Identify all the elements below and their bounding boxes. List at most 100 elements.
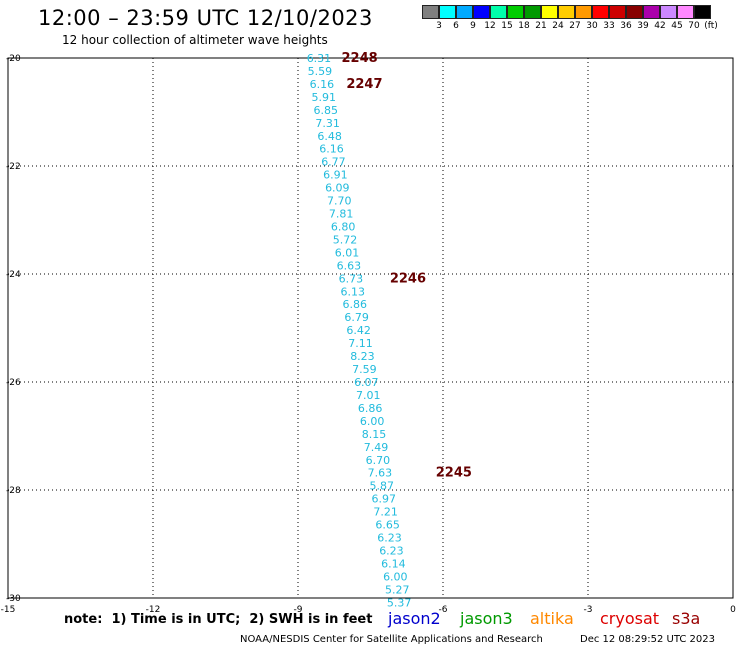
swh-data-label: 6.23: [377, 532, 402, 545]
swh-data-label: 8.15: [362, 428, 387, 441]
legend-swatch: [490, 5, 507, 19]
x-tick-label: -9: [294, 605, 303, 615]
swh-data-label: 6.70: [366, 454, 391, 467]
swh-data-label: 6.42: [346, 324, 371, 337]
swh-data-label: 7.59: [352, 363, 377, 376]
page-subtitle: 12 hour collection of altimeter wave hei…: [62, 33, 328, 47]
page-title: 12:00 – 23:59 UTC 12/10/2023: [38, 6, 373, 30]
legend-label: 30: [586, 21, 598, 31]
swh-data-label: 7.31: [315, 117, 340, 130]
legend-label: 18: [518, 21, 530, 31]
swh-data-label: 5.27: [385, 583, 410, 596]
legend-label: 12: [484, 21, 496, 31]
legend-swatch: [473, 5, 490, 19]
x-tick-label: -3: [584, 605, 593, 615]
x-tick-label: -12: [146, 605, 161, 615]
y-tick-label: -20: [6, 54, 21, 64]
legend-swatch: [592, 5, 609, 19]
legend-label: 42: [654, 21, 666, 31]
legend-labels: 3 6 9 12 15 18 21 24 27 30 33 36 39 42 45 70 (ft): [422, 19, 740, 33]
satellite-jason2: jason2: [388, 609, 441, 628]
satellite-s3a: s3a: [672, 609, 701, 628]
legend-label: 70: [688, 21, 700, 31]
y-tick-label: -28: [6, 486, 21, 496]
x-tick-label: -6: [439, 605, 448, 615]
y-tick-label: -26: [6, 378, 21, 388]
swh-data-label: 6.48: [317, 130, 342, 143]
legend-label: 9: [470, 21, 476, 31]
swh-data-label: 6.09: [325, 182, 350, 195]
plot-frame: [7, 57, 734, 599]
swh-data-label: 6.07: [354, 376, 379, 389]
legend-swatch: [541, 5, 558, 19]
swh-data-label: 6.01: [335, 246, 360, 259]
swh-data-label: 5.87: [370, 480, 395, 493]
pass-number-label: 2248: [342, 51, 378, 66]
legend-swatch: [660, 5, 677, 19]
swh-data-label: 6.80: [331, 220, 356, 233]
color-legend: 3 6 9 12 15 18 21 24 27 30 33 36 39 42 45 70 (ft): [422, 5, 740, 33]
swh-data-label: 7.49: [364, 441, 389, 454]
y-tick-label: -30: [6, 594, 21, 604]
swh-data-label: 6.31: [307, 52, 332, 65]
swh-data-label: 5.72: [333, 233, 358, 246]
y-tick-label: -24: [6, 270, 21, 280]
legend-label: 6: [453, 21, 459, 31]
legend-label: 24: [552, 21, 564, 31]
legend-swatch: [439, 5, 456, 19]
legend-swatch: [575, 5, 592, 19]
legend-swatch: [524, 5, 541, 19]
legend-swatch: [422, 5, 439, 19]
swh-data-label: 6.86: [358, 402, 383, 415]
swh-data-label: 7.63: [368, 467, 393, 480]
legend-label: 45: [671, 21, 683, 31]
swh-data-label: 6.23: [379, 544, 404, 557]
swh-data-label: 6.91: [323, 169, 348, 182]
legend-swatch: [507, 5, 524, 19]
x-tick-label: 0: [730, 605, 736, 615]
swh-data-label: 6.77: [321, 156, 346, 169]
legend-label: 3: [436, 21, 442, 31]
swh-data-label: 6.00: [383, 570, 408, 583]
legend-label: 39: [637, 21, 649, 31]
swh-data-label: 6.16: [310, 78, 335, 91]
credit-text: NOAA/NESDIS Center for Satellite Applica…: [240, 634, 543, 645]
swh-data-label: 6.14: [381, 557, 406, 570]
swh-data-label: 5.37: [387, 596, 412, 609]
satellite-cryosat: cryosat: [600, 609, 660, 628]
pass-number-label: 2245: [436, 466, 472, 481]
pass-number-label: 2246: [390, 271, 426, 286]
swh-data-label: 7.11: [348, 337, 373, 350]
swh-data-label: 6.65: [375, 519, 400, 532]
legend-swatch: [694, 5, 711, 19]
swh-data-label: 7.01: [356, 389, 381, 402]
legend-swatches: [422, 5, 740, 19]
swh-data-label: 6.85: [313, 104, 338, 117]
swh-data-label: 6.63: [337, 259, 362, 272]
footer-note: note: 1) Time is in UTC; 2) SWH is in fe…: [64, 612, 373, 627]
swh-data-label: 7.21: [373, 506, 398, 519]
swh-data-label: 6.79: [344, 311, 369, 324]
swh-data-label: 6.73: [339, 272, 364, 285]
swh-data-label: 8.23: [350, 350, 375, 363]
y-tick-label: -22: [6, 162, 21, 172]
legend-swatch: [643, 5, 660, 19]
timestamp-text: Dec 12 08:29:52 UTC 2023: [580, 634, 715, 645]
legend-label: 21: [535, 21, 547, 31]
legend-label: 27: [569, 21, 581, 31]
pass-number-label: 2247: [346, 77, 382, 92]
legend-label: 15: [501, 21, 513, 31]
satellite-jason3: jason3: [460, 609, 513, 628]
swh-data-label: 6.86: [342, 298, 367, 311]
swh-data-label: 5.91: [312, 91, 337, 104]
legend-label: (ft): [704, 21, 718, 31]
satellite-altika: altika: [530, 609, 574, 628]
swh-data-label: 7.70: [327, 195, 352, 208]
legend-label: 36: [620, 21, 632, 31]
legend-swatch: [456, 5, 473, 19]
swh-data-label: 6.97: [371, 493, 396, 506]
legend-swatch: [609, 5, 626, 19]
swh-data-label: 6.16: [319, 143, 344, 156]
